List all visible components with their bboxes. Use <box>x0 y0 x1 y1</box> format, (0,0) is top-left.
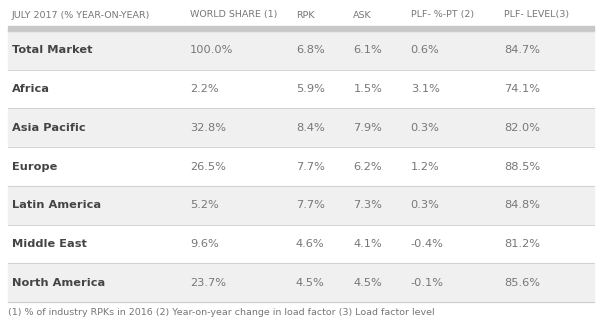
Text: 4.6%: 4.6% <box>296 239 325 249</box>
Text: North America: North America <box>12 278 105 288</box>
Bar <box>8 263 594 302</box>
Text: 4.1%: 4.1% <box>353 239 382 249</box>
Text: 84.7%: 84.7% <box>505 45 541 55</box>
Text: 85.6%: 85.6% <box>505 278 541 288</box>
Bar <box>8 225 594 263</box>
Text: 2.2%: 2.2% <box>190 84 219 94</box>
Text: 4.5%: 4.5% <box>353 278 382 288</box>
Text: JULY 2017 (% YEAR-ON-YEAR): JULY 2017 (% YEAR-ON-YEAR) <box>12 11 151 20</box>
Text: -0.1%: -0.1% <box>411 278 444 288</box>
Bar <box>8 31 594 70</box>
Text: 0.6%: 0.6% <box>411 45 439 55</box>
Bar <box>8 147 594 186</box>
Text: 84.8%: 84.8% <box>505 200 541 210</box>
Bar <box>8 186 594 225</box>
Text: 81.2%: 81.2% <box>505 239 541 249</box>
Bar <box>8 26 594 31</box>
Text: 1.5%: 1.5% <box>353 84 382 94</box>
Text: 7.9%: 7.9% <box>353 123 382 133</box>
Text: 100.0%: 100.0% <box>190 45 233 55</box>
Text: Europe: Europe <box>12 162 58 172</box>
Text: 0.3%: 0.3% <box>411 123 440 133</box>
Text: Asia Pacific: Asia Pacific <box>12 123 86 133</box>
Text: ASK: ASK <box>353 11 372 20</box>
Text: -0.4%: -0.4% <box>411 239 443 249</box>
Text: 6.2%: 6.2% <box>353 162 382 172</box>
Text: 32.8%: 32.8% <box>190 123 226 133</box>
Text: Middle East: Middle East <box>12 239 87 249</box>
Text: 1.2%: 1.2% <box>411 162 439 172</box>
Text: (1) % of industry RPKs in 2016 (2) Year-on-year change in load factor (3) Load f: (1) % of industry RPKs in 2016 (2) Year-… <box>8 308 434 317</box>
Text: 23.7%: 23.7% <box>190 278 226 288</box>
Text: 7.7%: 7.7% <box>296 162 325 172</box>
Text: 7.3%: 7.3% <box>353 200 382 210</box>
Text: 88.5%: 88.5% <box>505 162 541 172</box>
Text: WORLD SHARE (1): WORLD SHARE (1) <box>190 11 278 20</box>
Text: 0.3%: 0.3% <box>411 200 440 210</box>
Text: Total Market: Total Market <box>12 45 92 55</box>
Text: Africa: Africa <box>12 84 50 94</box>
Text: 82.0%: 82.0% <box>505 123 541 133</box>
Text: PLF- %-PT (2): PLF- %-PT (2) <box>411 11 474 20</box>
Text: 5.2%: 5.2% <box>190 200 219 210</box>
Text: 6.1%: 6.1% <box>353 45 382 55</box>
Text: 3.1%: 3.1% <box>411 84 440 94</box>
Bar <box>8 70 594 108</box>
Text: 4.5%: 4.5% <box>296 278 325 288</box>
Text: RPK: RPK <box>296 11 314 20</box>
Text: 8.4%: 8.4% <box>296 123 325 133</box>
Text: 9.6%: 9.6% <box>190 239 219 249</box>
Text: 6.8%: 6.8% <box>296 45 325 55</box>
Text: 7.7%: 7.7% <box>296 200 325 210</box>
Text: PLF- LEVEL(3): PLF- LEVEL(3) <box>505 11 569 20</box>
Bar <box>8 108 594 147</box>
Text: 26.5%: 26.5% <box>190 162 226 172</box>
Text: Latin America: Latin America <box>12 200 101 210</box>
Text: 5.9%: 5.9% <box>296 84 325 94</box>
Text: 74.1%: 74.1% <box>505 84 541 94</box>
